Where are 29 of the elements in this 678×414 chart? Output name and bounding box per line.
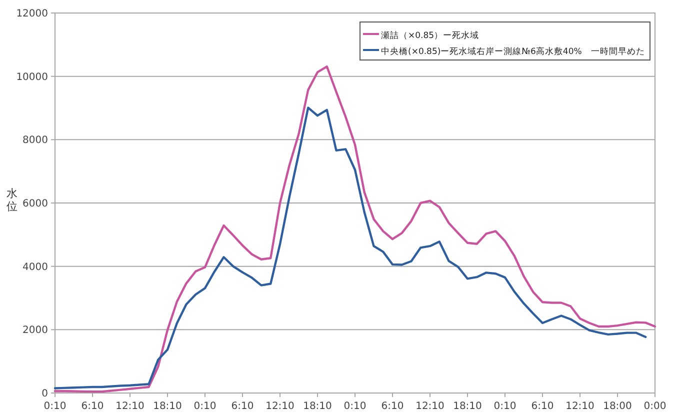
legend-label: 瀬詰（×0.85）ー死水域 [381,30,480,41]
y-tick-label: 12000 [16,8,48,20]
line-series [54,106,647,390]
x-tick-label: 18:10 [453,401,482,412]
legend-label: 中央橋(×0.85)ー死水域右岸ー測線№6高水敷40% 一時間早めた [381,46,645,57]
line-series [54,65,656,393]
x-tick-label: 12:10 [116,401,144,412]
x-tick-label: 18:10 [303,401,332,412]
y-tick-label: 4000 [22,262,48,273]
x-tick-label: 12:10 [266,401,294,412]
x-tick-label: 18:10 [153,401,182,412]
x-tick-label: 6:10 [381,401,404,412]
y-axis-title: 水位 [6,187,18,213]
x-tick-label: 6:10 [231,401,254,412]
x-tick-label: 6:10 [531,401,554,412]
y-tick-label: 10000 [16,72,48,83]
x-tick-label: 12:10 [416,401,444,412]
x-tick-label: 6:10 [81,401,104,412]
x-tick-label: 12:10 [566,401,594,412]
y-tick-label: 0 [42,388,48,400]
y-tick-label: 6000 [22,198,48,210]
x-tick-label: 0:00 [644,401,666,412]
x-tick-label: 0:10 [44,401,66,412]
y-tick-label: 8000 [22,135,48,146]
x-tick-label: 18:00 [603,401,632,412]
x-tick-label: 0:10 [344,401,366,412]
x-tick-label: 0:10 [494,401,516,412]
y-tick-label: 2000 [22,325,48,336]
x-tick-label: 0:10 [194,401,216,412]
